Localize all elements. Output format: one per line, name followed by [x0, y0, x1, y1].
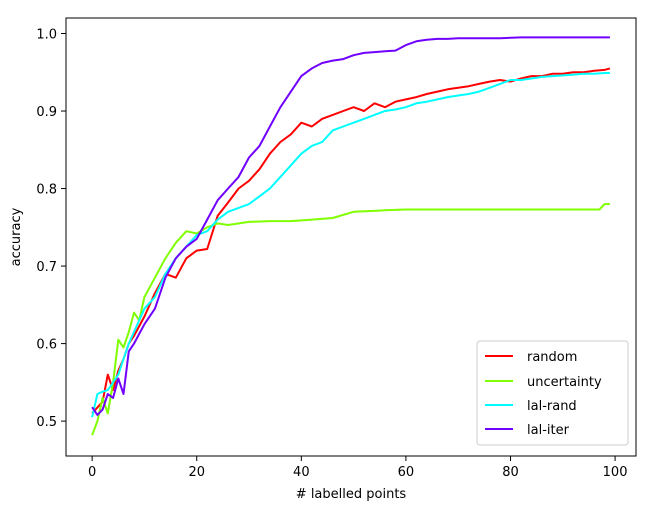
legend-label-lal-rand: lal-rand [527, 399, 577, 414]
x-tick-label: 20 [188, 465, 205, 480]
x-tick-label: 60 [398, 465, 415, 480]
x-tick-label: 80 [502, 465, 519, 480]
y-tick-label: 0.5 [36, 415, 57, 430]
legend-label-lal-iter: lal-iter [527, 423, 570, 438]
x-axis-label: # labelled points [296, 487, 407, 502]
series-line-lal-iter [91, 36, 610, 416]
legend: random uncertainty lal-rand lal-iter [476, 340, 629, 446]
y-axis-label: accuracy [9, 207, 24, 266]
series-line-random [91, 67, 611, 415]
x-tick-label: 40 [293, 465, 310, 480]
series-line-uncertainty [91, 203, 610, 436]
legend-label-random: random [527, 350, 577, 365]
y-tick-label: 0.6 [36, 338, 57, 353]
x-tick-label: 0 [88, 465, 96, 480]
series-line-lal-rand [91, 72, 610, 418]
axis-ticks: 0 20 40 60 80 100 0.5 0.6 0.7 0.8 0.9 1.0 [36, 28, 627, 480]
y-tick-label: 0.9 [36, 105, 57, 120]
legend-box [476, 340, 629, 446]
y-tick-label: 1.0 [36, 28, 57, 43]
x-tick-label: 100 [603, 465, 628, 480]
y-tick-label: 0.7 [36, 260, 57, 275]
y-tick-label: 0.8 [36, 183, 57, 198]
series-lines [91, 36, 611, 436]
legend-label-uncertainty: uncertainty [527, 375, 602, 390]
plot-frame [65, 17, 637, 457]
